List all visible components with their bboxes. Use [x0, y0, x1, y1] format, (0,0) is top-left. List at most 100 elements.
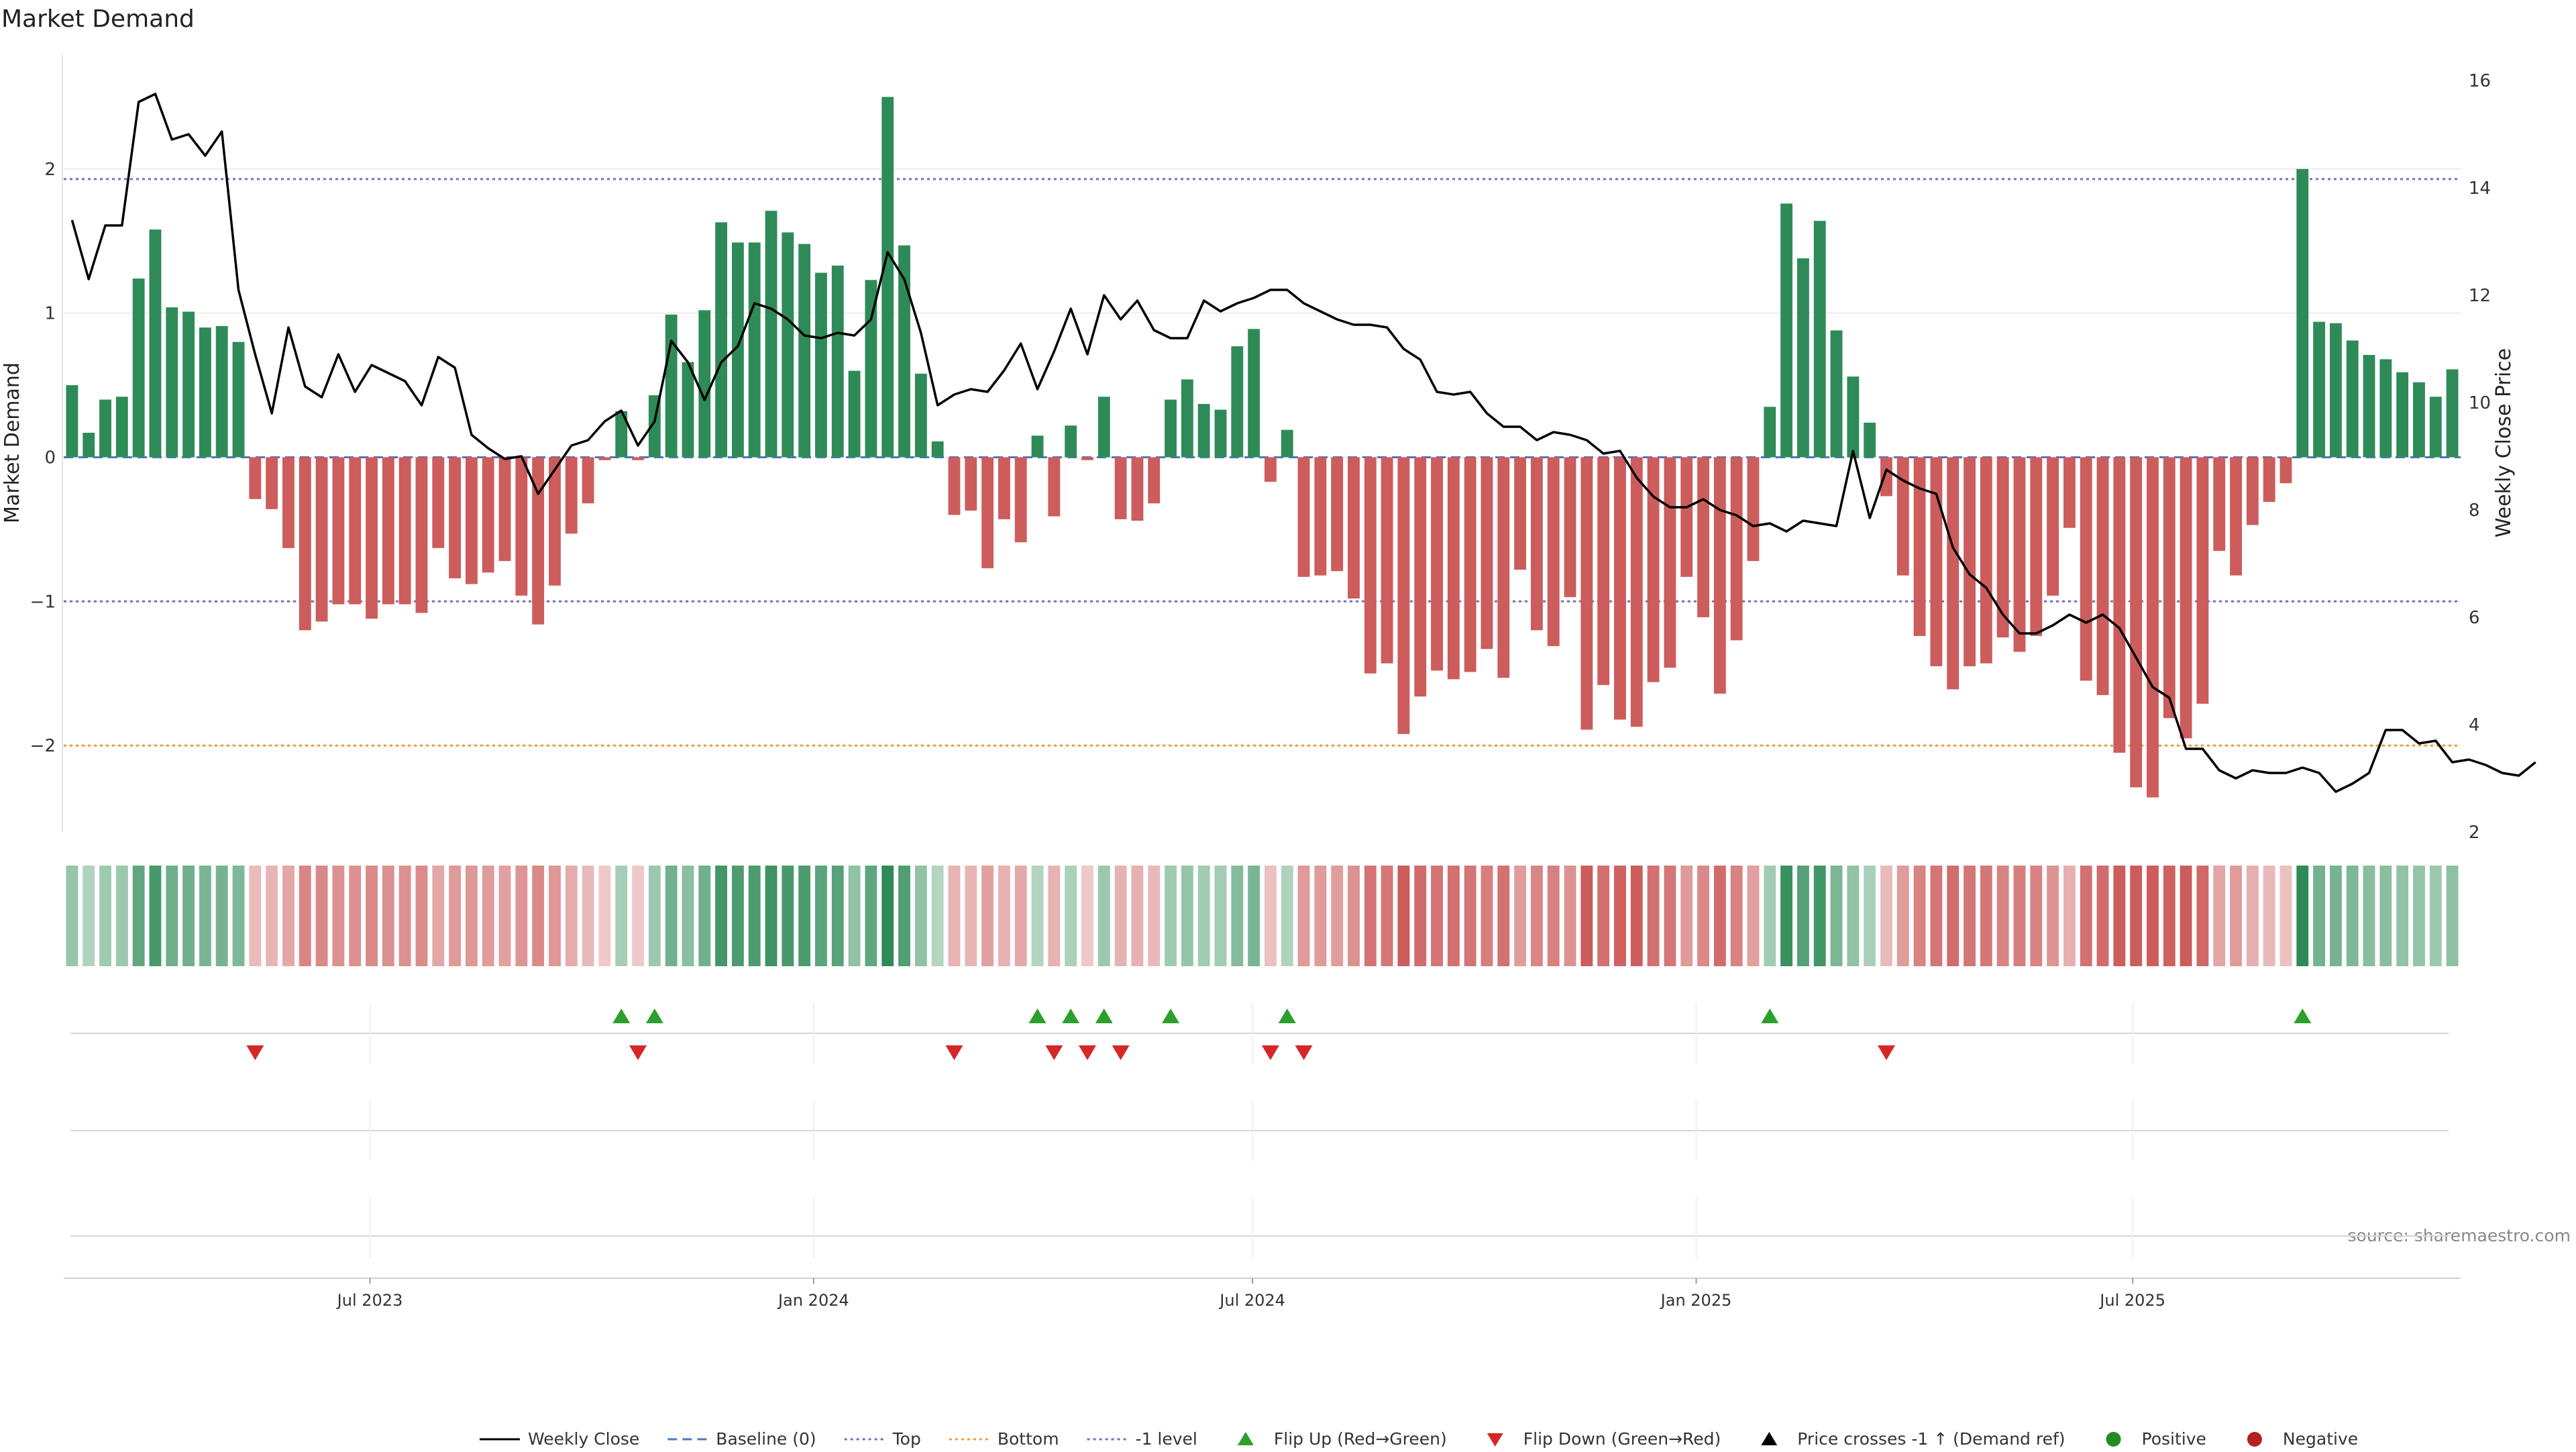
- demand-bar: [482, 457, 494, 573]
- flip-down-marker: [246, 1045, 264, 1060]
- legend-label: Top: [892, 1429, 921, 1449]
- heat-strip-cell: [349, 866, 362, 966]
- heat-strip-cell: [1580, 866, 1593, 966]
- demand-bar: [115, 397, 128, 458]
- heat-strip-cell: [1181, 866, 1193, 966]
- heat-strip-cell: [299, 866, 311, 966]
- heat-strip-cell: [1647, 866, 1660, 966]
- flip-up-marker: [1761, 1008, 1779, 1023]
- heat-strip-cell: [965, 866, 977, 966]
- demand-bar: [249, 457, 262, 499]
- demand-bar: [1014, 457, 1027, 543]
- heat-strip-cell: [2413, 866, 2425, 966]
- demand-bar: [1364, 457, 1377, 674]
- demand-bar: [1896, 457, 1909, 576]
- demand-bar: [1181, 379, 1193, 458]
- legend-swatch-triangle-up: [1237, 1432, 1254, 1445]
- heat-strip-cell: [282, 866, 294, 966]
- demand-bar: [1248, 329, 1260, 458]
- heat-strip-cell: [1947, 866, 1960, 966]
- demand-bar: [1864, 422, 1876, 458]
- demand-bar: [1530, 457, 1543, 631]
- demand-bar: [1980, 457, 1992, 664]
- demand-bar: [2296, 168, 2309, 458]
- heat-strip-cell: [132, 866, 145, 966]
- legend-item: Flip Down (Green→Red): [1487, 1429, 1721, 1449]
- heat-strip-cell: [2147, 866, 2159, 966]
- x-tick-label: Jul 2023: [336, 1291, 403, 1310]
- demand-bar: [1214, 409, 1227, 458]
- heat-strip-cell: [648, 866, 661, 966]
- demand-bar: [1564, 457, 1576, 597]
- demand-bar: [2279, 457, 2292, 484]
- flip-up-marker: [645, 1008, 663, 1023]
- demand-bar: [1297, 457, 1310, 577]
- heat-strip-cell: [366, 866, 378, 966]
- demand-bar: [1680, 457, 1693, 577]
- heat-strip-cell: [2096, 866, 2109, 966]
- heat-strip-cell: [1447, 866, 1460, 966]
- reference-lines: [64, 178, 2461, 747]
- demand-bar: [998, 457, 1010, 519]
- heat-strip-cell: [1264, 866, 1277, 966]
- heat-strip-cell: [515, 866, 528, 966]
- legend-swatch-dot: [2247, 1432, 2262, 1447]
- heat-strip-cell: [1896, 866, 1909, 966]
- heat-strip-cell: [2013, 866, 2026, 966]
- demand-bar: [282, 457, 294, 548]
- demand-bar: [1414, 457, 1427, 697]
- heat-strip-cell: [1331, 866, 1344, 966]
- heat-strip-cell: [149, 866, 162, 966]
- legend-item: Negative: [2247, 1429, 2358, 1449]
- demand-bars: [66, 97, 2459, 798]
- demand-bar: [1913, 457, 1926, 636]
- heat-strip: [66, 866, 2459, 966]
- demand-bar: [549, 457, 561, 586]
- heat-strip-cell: [1564, 866, 1576, 966]
- heat-strip-cell: [848, 866, 861, 966]
- heat-strip-cell: [1464, 866, 1477, 966]
- demand-bar: [1431, 457, 1443, 671]
- demand-bar: [881, 97, 894, 458]
- demand-bar: [948, 457, 961, 515]
- heat-strip-cell: [1880, 866, 1892, 966]
- legend-label: Flip Up (Red→Green): [1274, 1429, 1447, 1449]
- legend-label: Bottom: [998, 1429, 1059, 1449]
- legend-label: Flip Down (Green→Red): [1523, 1429, 1721, 1449]
- demand-bar: [1348, 457, 1360, 599]
- flip-down-marker: [629, 1045, 647, 1060]
- demand-bar: [682, 362, 694, 458]
- heat-strip-cell: [2346, 866, 2359, 966]
- legend-item: Price crosses -1 ↑ (Demand ref): [1761, 1429, 2065, 1449]
- heat-strip-cell: [1414, 866, 1427, 966]
- demand-bar: [1813, 221, 1826, 458]
- legend-item: Baseline (0): [667, 1429, 816, 1449]
- demand-bar: [1796, 258, 1809, 458]
- heat-strip-cell: [1930, 866, 1943, 966]
- flip-markers: [70, 1003, 2449, 1258]
- y-tick-label-left: 1: [44, 304, 56, 324]
- demand-bar: [2147, 457, 2159, 798]
- demand-bar: [598, 457, 611, 460]
- demand-bar: [415, 457, 428, 613]
- heat-strip-cell: [1081, 866, 1093, 966]
- demand-bar: [765, 211, 777, 458]
- demand-bar: [2346, 340, 2359, 458]
- heat-strip-cell: [182, 866, 195, 966]
- demand-bar: [615, 411, 628, 458]
- heat-strip-cell: [398, 866, 411, 966]
- demand-bar: [66, 385, 78, 458]
- heat-strip-cell: [1913, 866, 1926, 966]
- demand-bar: [2413, 382, 2425, 458]
- heat-strip-cell: [432, 866, 445, 966]
- demand-bar: [1065, 425, 1077, 458]
- heat-strip-cell: [83, 866, 95, 966]
- heat-strip-cell: [565, 866, 578, 966]
- heat-strip-cell: [1614, 866, 1626, 966]
- heat-strip-cell: [1847, 866, 1860, 966]
- y-tick-label-right: 4: [2469, 715, 2480, 735]
- heat-strip-cell: [1148, 866, 1161, 966]
- demand-bar: [848, 370, 861, 458]
